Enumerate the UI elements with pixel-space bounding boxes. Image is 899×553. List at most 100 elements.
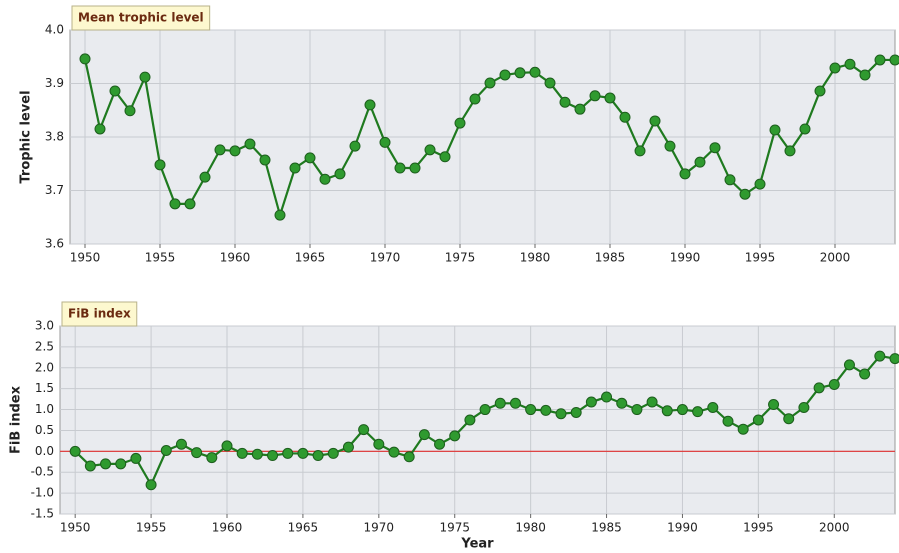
x-tick-label: 1985 <box>591 521 622 535</box>
data-point <box>364 99 376 111</box>
y-tick-label: 3.8 <box>45 130 64 144</box>
chart-title: Mean trophic level <box>78 11 204 25</box>
y-tick-label: 4.0 <box>45 23 64 37</box>
data-point <box>529 66 541 78</box>
data-point <box>394 162 406 174</box>
title-tab: FiB index <box>61 301 138 327</box>
chart-title: FiB index <box>68 307 131 321</box>
data-point <box>145 479 157 491</box>
data-point <box>499 69 511 81</box>
data-point <box>418 429 430 441</box>
data-point <box>679 168 691 180</box>
data-point <box>814 85 826 97</box>
data-point <box>267 450 279 462</box>
y-tick-label: 3.9 <box>45 76 64 90</box>
data-point <box>768 399 780 411</box>
x-tick-label: 1995 <box>743 521 774 535</box>
data-point <box>813 382 825 394</box>
data-point <box>439 151 451 163</box>
x-tick-label: 1980 <box>520 251 551 265</box>
data-point <box>722 415 734 427</box>
x-tick-label: 1970 <box>364 521 395 535</box>
x-tick-label: 1985 <box>595 251 626 265</box>
data-point <box>739 188 751 200</box>
data-point <box>236 447 248 459</box>
data-point <box>69 445 81 457</box>
data-point <box>694 156 706 168</box>
data-point <box>769 124 781 136</box>
x-tick-label: 1950 <box>70 251 101 265</box>
x-tick-label: 2000 <box>819 521 850 535</box>
data-point <box>469 93 481 105</box>
x-tick-label: 1960 <box>212 521 243 535</box>
data-point <box>828 378 840 390</box>
y-axis-label: FiB index <box>9 385 24 454</box>
data-point <box>424 144 436 156</box>
x-tick-label: 1955 <box>136 521 167 535</box>
x-tick-label: 1950 <box>60 521 91 535</box>
x-tick-label: 1975 <box>445 251 476 265</box>
data-point <box>115 458 127 470</box>
data-point <box>709 142 721 154</box>
x-tick-label: 1965 <box>295 251 326 265</box>
data-point <box>244 138 256 150</box>
data-point <box>221 440 233 452</box>
data-point <box>676 404 688 416</box>
data-point <box>175 438 187 450</box>
data-point <box>514 67 526 79</box>
y-tick-label: 3.6 <box>45 237 64 251</box>
data-point <box>206 452 218 464</box>
data-point <box>130 452 142 464</box>
y-tick-label: 0.0 <box>35 444 54 458</box>
data-point <box>342 441 354 453</box>
data-point <box>334 168 346 180</box>
data-point <box>214 144 226 156</box>
x-tick-label: 1990 <box>670 251 701 265</box>
data-point <box>154 159 166 171</box>
data-point <box>160 444 172 456</box>
data-point <box>327 447 339 459</box>
x-tick-label: 1975 <box>439 521 470 535</box>
x-tick-label: 2000 <box>820 251 851 265</box>
data-point <box>84 460 96 472</box>
data-point <box>388 446 400 458</box>
data-point <box>889 353 899 365</box>
data-point <box>199 171 211 183</box>
data-point <box>484 77 496 89</box>
data-point <box>589 90 601 102</box>
data-point <box>859 368 871 380</box>
y-axis-label: Trophic level <box>19 90 34 183</box>
y-tick-label: -1.5 <box>31 507 54 521</box>
data-point <box>94 123 106 135</box>
data-point <box>349 140 361 152</box>
data-point <box>259 154 271 166</box>
y-tick-label: 1.0 <box>35 402 54 416</box>
data-point <box>379 136 391 148</box>
data-point <box>464 414 476 426</box>
x-axis-label: Year <box>460 537 494 552</box>
y-tick-label: 2.0 <box>35 360 54 374</box>
data-point <box>229 145 241 157</box>
x-tick-label: 1965 <box>288 521 319 535</box>
data-point <box>184 198 196 210</box>
data-point <box>752 414 764 426</box>
data-point <box>754 178 766 190</box>
data-point <box>859 69 871 81</box>
data-point <box>646 396 658 408</box>
data-point <box>169 198 181 210</box>
data-point <box>844 58 856 70</box>
data-point <box>570 406 582 418</box>
x-tick-label: 1970 <box>370 251 401 265</box>
data-point <box>525 404 537 416</box>
x-tick-label: 1990 <box>667 521 698 535</box>
data-point <box>631 404 643 416</box>
data-point <box>191 447 203 459</box>
data-point <box>555 408 567 420</box>
data-point <box>289 162 301 174</box>
data-point <box>139 71 151 83</box>
data-point <box>604 92 616 104</box>
tab-bg <box>71 5 211 31</box>
data-point <box>100 458 112 470</box>
data-point <box>251 448 263 460</box>
